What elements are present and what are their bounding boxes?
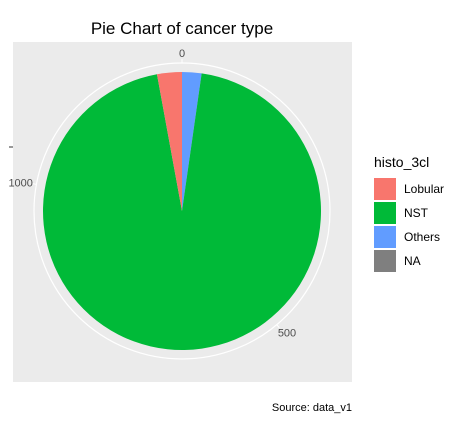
angular-tick-mark — [276, 324, 280, 329]
legend-swatch-lobular — [374, 178, 396, 200]
angular-tick-mark — [32, 183, 37, 185]
legend-label-lobular: Lobular — [404, 182, 444, 196]
pie-slices — [43, 72, 322, 351]
legend-swatch-others — [374, 226, 396, 248]
legend-label-nst: NST — [404, 206, 429, 220]
legend: Lobular NST Others NA — [374, 178, 444, 272]
legend-swatch-na — [374, 250, 396, 272]
pie-slice-nst — [43, 73, 322, 351]
pie-slice-others — [182, 72, 202, 211]
legend-swatch-nst — [374, 202, 396, 224]
angular-tick-label: 500 — [278, 327, 296, 339]
chart-caption: Source: data_v1 — [272, 402, 352, 414]
angular-tick-label: 0 — [179, 48, 185, 60]
legend-title: histo_3cl — [374, 154, 429, 170]
angular-tick-label: 1000 — [8, 178, 32, 190]
pie-slice-lobular — [156, 72, 182, 211]
legend-label-others: Others — [404, 230, 440, 244]
chart-title: Pie Chart of cancer type — [91, 19, 273, 38]
angular-ticks: 0 500 1000 — [8, 48, 296, 339]
legend-label-na: NA — [404, 254, 421, 268]
